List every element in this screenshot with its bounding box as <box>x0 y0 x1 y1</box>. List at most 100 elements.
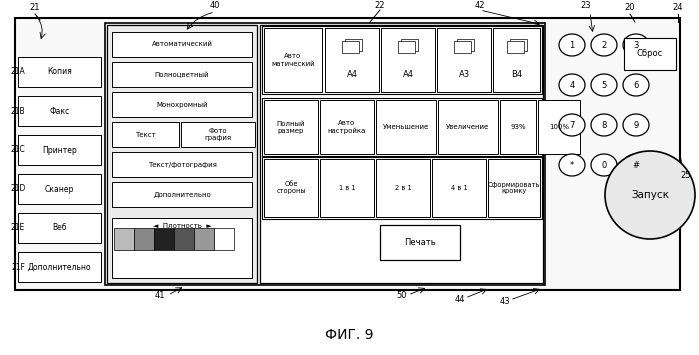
Text: 4 в 1: 4 в 1 <box>451 185 468 191</box>
Bar <box>320 159 374 217</box>
Text: 43: 43 <box>500 297 510 306</box>
Bar <box>18 135 101 165</box>
Bar <box>262 26 542 94</box>
Bar <box>18 252 101 282</box>
Ellipse shape <box>591 114 617 136</box>
Bar <box>112 32 252 57</box>
Ellipse shape <box>623 154 649 176</box>
Text: 20: 20 <box>625 4 635 12</box>
Ellipse shape <box>623 34 649 56</box>
Bar <box>325 28 379 92</box>
Bar <box>457 39 474 51</box>
Ellipse shape <box>559 154 585 176</box>
Text: Текст: Текст <box>135 131 156 137</box>
Ellipse shape <box>591 154 617 176</box>
Text: Сброс: Сброс <box>637 49 663 59</box>
Bar <box>174 228 194 250</box>
Bar <box>264 159 318 217</box>
Text: Уменьшение: Уменьшение <box>383 124 429 130</box>
Bar <box>18 96 101 126</box>
Bar <box>18 213 101 243</box>
Text: 6: 6 <box>633 81 639 89</box>
Text: 5: 5 <box>601 81 607 89</box>
Text: 21B: 21B <box>10 106 25 115</box>
Text: 50: 50 <box>397 291 408 300</box>
Text: A4: A4 <box>403 70 414 78</box>
Bar <box>264 100 318 154</box>
Text: Авто
матический: Авто матический <box>271 54 315 66</box>
Text: Печать: Печать <box>404 238 435 247</box>
Text: 21F: 21F <box>11 262 25 272</box>
Bar <box>500 100 536 154</box>
Bar <box>454 41 471 53</box>
Text: Увеличение: Увеличение <box>447 124 489 130</box>
Bar <box>624 38 676 70</box>
Text: 44: 44 <box>455 295 466 305</box>
Text: A3: A3 <box>459 70 470 78</box>
Text: 24: 24 <box>672 4 683 12</box>
Ellipse shape <box>559 34 585 56</box>
Ellipse shape <box>623 114 649 136</box>
Text: 21C: 21C <box>10 146 25 154</box>
Text: 41: 41 <box>154 291 165 300</box>
Bar <box>507 41 524 53</box>
Text: 93%: 93% <box>510 124 526 130</box>
Bar <box>438 100 498 154</box>
Text: 1: 1 <box>570 40 575 49</box>
Text: Факс: Факс <box>50 106 70 115</box>
Bar <box>181 122 255 147</box>
Bar <box>510 39 526 51</box>
Ellipse shape <box>623 74 649 96</box>
Text: 100%: 100% <box>549 124 569 130</box>
Text: Дополнительно: Дополнительно <box>28 262 92 272</box>
Bar <box>107 25 257 283</box>
Bar <box>18 174 101 204</box>
Ellipse shape <box>591 34 617 56</box>
Text: Сформировать
кромку: Сформировать кромку <box>488 181 540 195</box>
Text: Автоматический: Автоматический <box>152 42 212 48</box>
Bar <box>381 28 435 92</box>
Text: 0: 0 <box>601 160 607 169</box>
Text: Фото
графия: Фото графия <box>204 128 231 141</box>
Bar <box>342 41 359 53</box>
Text: *: * <box>570 160 574 169</box>
Text: 25: 25 <box>681 170 691 180</box>
Bar <box>320 100 374 154</box>
Ellipse shape <box>559 74 585 96</box>
Bar <box>376 100 436 154</box>
Text: 21E: 21E <box>11 224 25 233</box>
Bar <box>376 159 430 217</box>
Bar <box>105 23 545 285</box>
Bar <box>380 225 460 260</box>
Text: Принтер: Принтер <box>42 146 77 154</box>
Text: Полный
размер: Полный размер <box>277 120 305 133</box>
Bar <box>134 228 154 250</box>
Text: 7: 7 <box>569 120 575 130</box>
Ellipse shape <box>591 74 617 96</box>
Text: 21A: 21A <box>10 67 25 76</box>
Text: ◄  Плотность  ►: ◄ Плотность ► <box>152 223 211 229</box>
Bar <box>194 228 214 250</box>
Text: ФИГ. 9: ФИГ. 9 <box>325 328 374 342</box>
Bar <box>112 62 252 87</box>
Text: 21: 21 <box>30 4 41 12</box>
Bar <box>114 228 134 250</box>
Ellipse shape <box>605 151 695 239</box>
Bar <box>214 228 234 250</box>
Bar <box>260 25 543 283</box>
Text: Монохромный: Монохромный <box>157 101 208 108</box>
Text: Авто
настройка: Авто настройка <box>328 120 366 134</box>
Text: 40: 40 <box>210 1 220 11</box>
Text: 4: 4 <box>570 81 575 89</box>
Bar <box>154 228 174 250</box>
Bar <box>112 218 252 278</box>
Text: Обе
стороны: Обе стороны <box>276 181 306 195</box>
Bar <box>493 28 540 92</box>
Text: 9: 9 <box>633 120 639 130</box>
Bar <box>262 157 542 219</box>
Text: 21D: 21D <box>10 185 26 193</box>
Bar <box>112 152 252 177</box>
Text: Запуск: Запуск <box>631 190 669 200</box>
Text: Сканер: Сканер <box>45 185 74 193</box>
Text: B4: B4 <box>511 70 522 78</box>
